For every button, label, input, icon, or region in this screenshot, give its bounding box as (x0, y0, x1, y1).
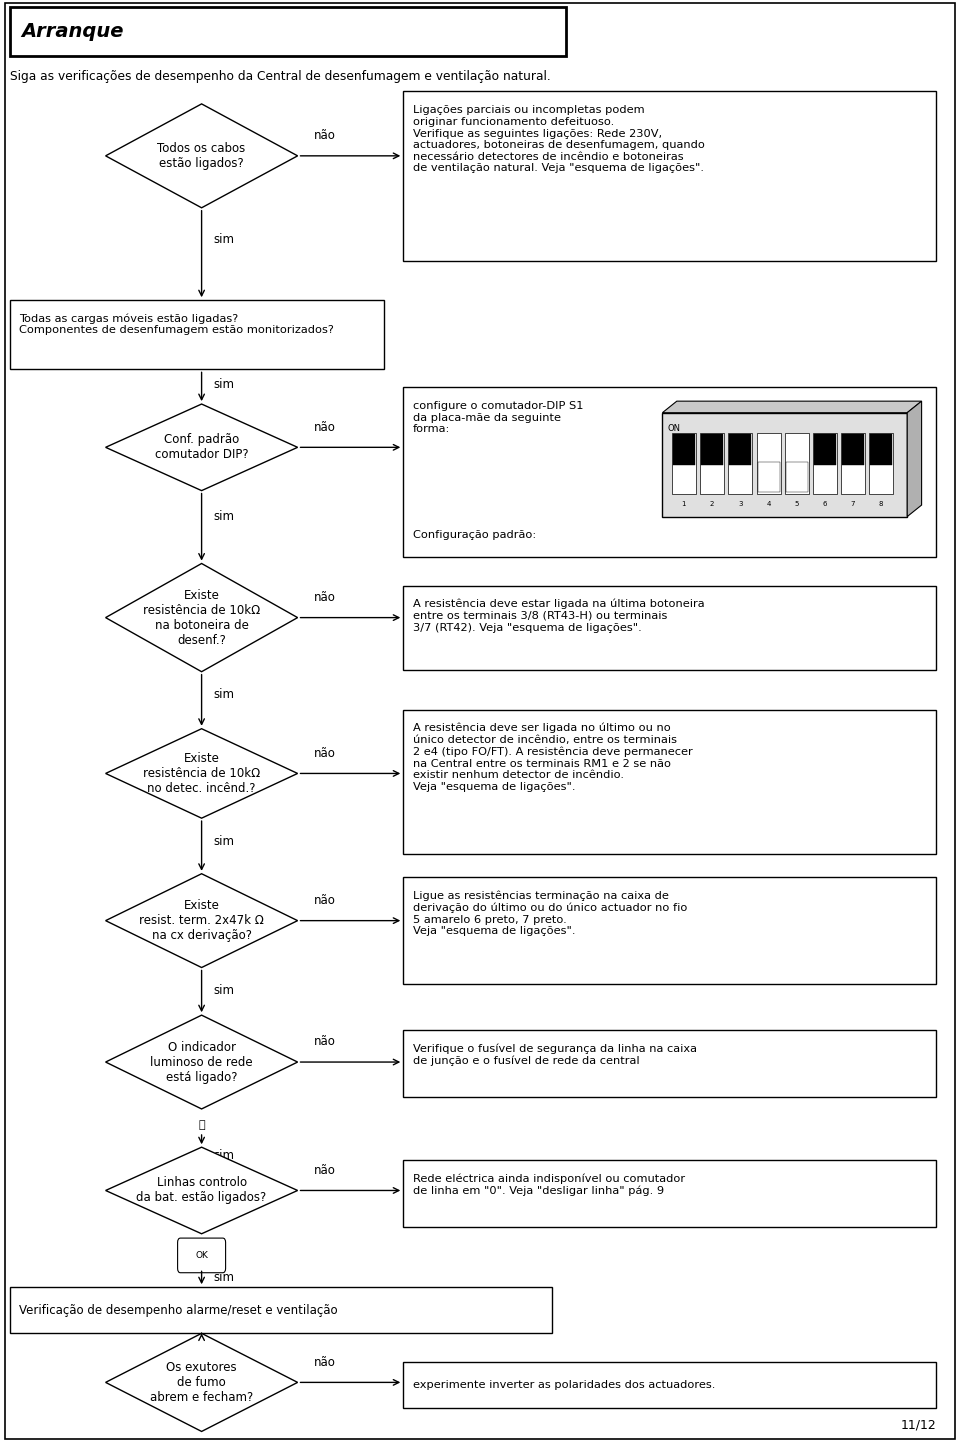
Text: configure o comutador-DIP S1
da placa-mãe da seguinte
forma:: configure o comutador-DIP S1 da placa-mã… (413, 401, 584, 434)
Text: não: não (314, 1035, 336, 1049)
Bar (814, 434, 836, 465)
Bar (785, 462, 807, 492)
Text: experimente inverter as polaridades dos actuadores.: experimente inverter as polaridades dos … (413, 1381, 715, 1390)
Text: 2: 2 (709, 501, 714, 506)
Text: 1: 1 (682, 501, 686, 506)
Bar (729, 433, 753, 494)
Bar (662, 413, 907, 517)
Bar (756, 433, 780, 494)
Bar (701, 434, 723, 465)
Bar (841, 433, 865, 494)
Polygon shape (106, 1333, 298, 1431)
Text: Existe
resist. term. 2x47k Ω
na cx derivação?: Existe resist. term. 2x47k Ω na cx deriv… (139, 899, 264, 942)
Text: não: não (314, 590, 336, 605)
Text: 11/12: 11/12 (900, 1418, 936, 1431)
Polygon shape (106, 563, 298, 672)
Text: Linhas controlo
da bat. estão ligados?: Linhas controlo da bat. estão ligados? (136, 1176, 267, 1205)
Text: Existe
resistência de 10kΩ
no detec. incênd.?: Existe resistência de 10kΩ no detec. inc… (143, 752, 260, 795)
Bar (10, 7, 566, 56)
Text: OK: OK (195, 1251, 208, 1260)
Polygon shape (106, 404, 298, 491)
Bar (403, 877, 936, 984)
Text: sim: sim (213, 834, 234, 848)
Bar (842, 434, 864, 465)
Bar (403, 586, 936, 670)
Bar (672, 433, 696, 494)
Text: sim: sim (213, 509, 234, 524)
Polygon shape (662, 401, 922, 413)
Text: Verifique o fusível de segurança da linha na caixa
de junção e o fusível de rede: Verifique o fusível de segurança da linh… (413, 1043, 697, 1066)
Text: Configuração padrão:: Configuração padrão: (413, 530, 536, 540)
Polygon shape (106, 1147, 298, 1234)
Bar (10, 1287, 552, 1333)
Bar (870, 433, 894, 494)
Text: Todas as cargas móveis estão ligadas?
Componentes de desenfumagem estão monitori: Todas as cargas móveis estão ligadas? Co… (19, 313, 334, 335)
Text: não: não (314, 746, 336, 760)
Text: Siga as verificações de desempenho da Central de desenfumagem e ventilação natur: Siga as verificações de desempenho da Ce… (10, 69, 550, 84)
Text: ON: ON (667, 424, 681, 433)
Text: não: não (314, 420, 336, 434)
Bar (784, 433, 808, 494)
Bar (403, 1362, 936, 1408)
Bar (10, 300, 384, 369)
Bar (757, 462, 780, 492)
Text: Ligações parciais ou incompletas podem
originar funcionamento defeituoso.
Verifi: Ligações parciais ou incompletas podem o… (413, 105, 705, 173)
Text: A resistência deve ser ligada no último ou no
único detector de incêndio, entre : A resistência deve ser ligada no último … (413, 723, 692, 792)
Bar (730, 434, 752, 465)
Text: Os exutores
de fumo
abrem e fecham?: Os exutores de fumo abrem e fecham? (150, 1361, 253, 1404)
Polygon shape (106, 1016, 298, 1108)
Text: não: não (314, 893, 336, 908)
Text: sim: sim (213, 1270, 234, 1284)
Bar (403, 1030, 936, 1097)
Polygon shape (907, 401, 922, 517)
Polygon shape (106, 729, 298, 818)
Text: 3: 3 (738, 501, 742, 506)
Text: não: não (314, 128, 336, 143)
Text: O indicador
luminoso de rede
está ligado?: O indicador luminoso de rede está ligado… (151, 1040, 252, 1084)
Text: ⏦: ⏦ (199, 1120, 204, 1130)
Text: não: não (314, 1355, 336, 1369)
Text: Todos os cabos
estão ligados?: Todos os cabos estão ligados? (157, 141, 246, 170)
Text: não: não (314, 1163, 336, 1177)
Text: 8: 8 (879, 501, 883, 506)
Text: sim: sim (213, 1149, 234, 1162)
Bar (813, 433, 837, 494)
Text: sim: sim (213, 688, 234, 701)
Bar (673, 434, 695, 465)
Text: Ligue as resistências terminação na caixa de
derivação do último ou do único act: Ligue as resistências terminação na caix… (413, 890, 687, 937)
Bar (403, 91, 936, 261)
Bar (403, 1160, 936, 1227)
Bar (403, 710, 936, 854)
FancyBboxPatch shape (178, 1238, 226, 1273)
Text: Rede eléctrica ainda indisponível ou comutador
de linha em "0". Veja "desligar l: Rede eléctrica ainda indisponível ou com… (413, 1173, 684, 1196)
Polygon shape (106, 104, 298, 208)
Text: Existe
resistência de 10kΩ
na botoneira de
desenf.?: Existe resistência de 10kΩ na botoneira … (143, 589, 260, 646)
Polygon shape (106, 874, 298, 967)
Text: 4: 4 (766, 501, 771, 506)
Text: 7: 7 (851, 501, 855, 506)
Text: sim: sim (213, 232, 234, 247)
Bar (403, 387, 936, 557)
Text: 5: 5 (795, 501, 799, 506)
Text: sim: sim (213, 984, 234, 997)
Bar (871, 434, 893, 465)
Text: Arranque: Arranque (21, 22, 124, 42)
Text: Conf. padrão
comutador DIP?: Conf. padrão comutador DIP? (155, 433, 249, 462)
Text: sim: sim (213, 378, 234, 391)
Text: 6: 6 (823, 501, 828, 506)
Text: Verificação de desempenho alarme/reset e ventilação: Verificação de desempenho alarme/reset e… (19, 1303, 338, 1317)
Bar (700, 433, 724, 494)
Text: A resistência deve estar ligada na última botoneira
entre os terminais 3/8 (RT43: A resistência deve estar ligada na últim… (413, 599, 705, 632)
